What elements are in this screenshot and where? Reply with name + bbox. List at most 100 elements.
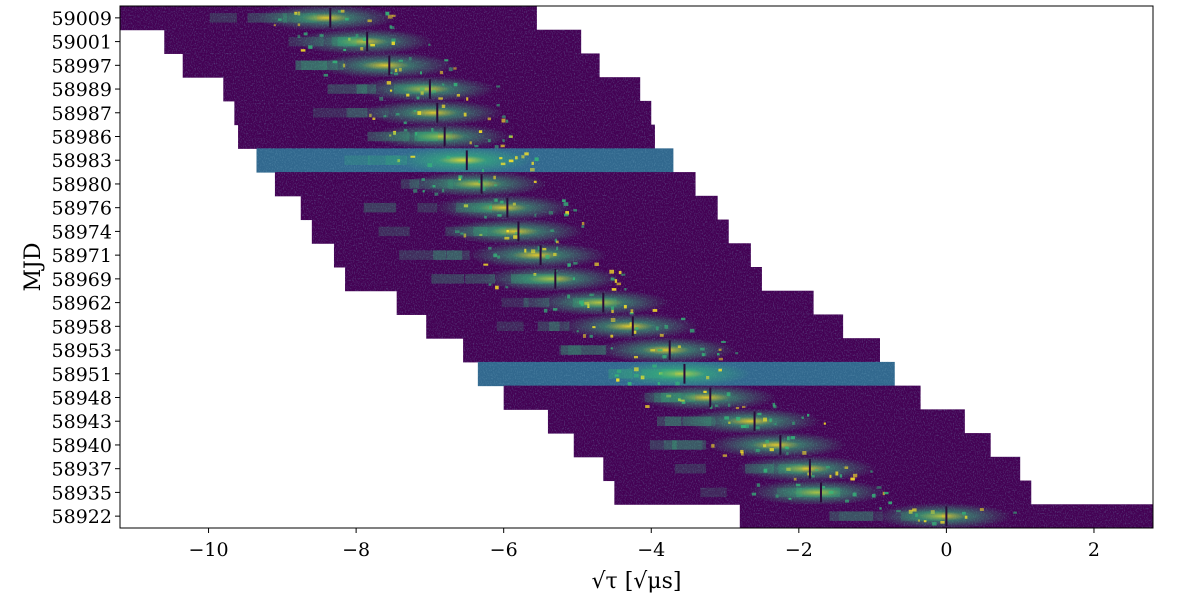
- row-58989-speckle: [389, 89, 393, 92]
- row-58983-speckle: [446, 155, 451, 160]
- row-58971-speckle: [497, 255, 501, 259]
- row-58948-speckle: [645, 405, 650, 408]
- row-58953-feature: [561, 345, 606, 355]
- row-58989-speckle: [419, 87, 425, 91]
- row-58989-speckle: [453, 82, 458, 87]
- row-58922-speckle: [964, 515, 968, 519]
- row-59001-arc-glow: [293, 28, 434, 55]
- row-58943-speckle: [724, 416, 730, 420]
- row-58976-feature: [455, 202, 493, 213]
- row-58937-feature: [674, 463, 706, 474]
- row-59009-speckle: [297, 11, 301, 16]
- row-58980-speckle: [432, 185, 436, 188]
- row-58940-speckle: [711, 444, 715, 448]
- row-58976-speckle: [563, 213, 569, 217]
- row-58983-speckle: [410, 155, 416, 158]
- row-58974-speckle: [556, 240, 559, 244]
- y-tick-label: 59009: [52, 8, 112, 30]
- row-58951-speckle: [616, 369, 622, 373]
- row-58986-speckle: [508, 134, 512, 139]
- row-58953-speckle: [662, 355, 667, 359]
- row-59001-speckle: [300, 49, 306, 52]
- row-58937-speckle: [763, 468, 768, 473]
- row-58974-feature: [473, 226, 507, 237]
- row-58922-speckle: [930, 510, 935, 514]
- y-tick-label: 58940: [52, 435, 112, 457]
- row-58987-speckle: [413, 109, 417, 112]
- row-58922-arc-glow: [872, 503, 1013, 528]
- row-58953-arc-glow: [595, 336, 736, 364]
- row-58935-feature: [777, 487, 802, 498]
- row-58935-speckle: [888, 501, 893, 505]
- row-58958-arc-glow: [558, 313, 699, 340]
- row-59009-feature: [247, 13, 287, 23]
- row-59009-speckle: [389, 25, 392, 29]
- row-58951-feature: [641, 369, 675, 379]
- row-58937-speckle: [826, 465, 830, 469]
- row-58969-speckle: [488, 283, 492, 286]
- row-58922-speckle: [879, 507, 882, 510]
- y-tick-label: 59001: [52, 32, 112, 54]
- row-59009-feature: [282, 13, 318, 23]
- row-58922-feature: [829, 511, 874, 521]
- row-58958-speckle: [689, 328, 695, 333]
- row-59009-speckle: [392, 14, 396, 17]
- row-58962-speckle: [579, 300, 584, 305]
- row-58974-speckle: [550, 229, 555, 233]
- row-58937-speckle: [870, 470, 873, 473]
- row-58940-speckle: [722, 454, 728, 458]
- row-58983-speckle: [514, 156, 518, 160]
- row-58989-feature: [393, 84, 434, 94]
- row-58948-speckle: [703, 390, 707, 393]
- row-58922-speckle: [908, 509, 913, 514]
- row-58969-feature: [465, 274, 496, 284]
- row-58969-speckle: [609, 269, 615, 274]
- row-58969-speckle: [610, 277, 615, 281]
- row-58940-arc-glow: [706, 431, 847, 459]
- row-58943-speckle: [757, 412, 762, 416]
- row-59009-speckle: [273, 24, 276, 27]
- row-59009-speckle: [390, 26, 395, 30]
- row-58962-speckle: [630, 309, 634, 314]
- plot-content: [120, 6, 1153, 528]
- row-58940-speckle: [769, 448, 774, 452]
- row-58974-speckle: [504, 236, 510, 240]
- y-tick-label: 58935: [52, 482, 112, 504]
- row-58951-speckle: [675, 381, 680, 386]
- row-58986-speckle: [474, 145, 479, 148]
- row-58937-speckle: [811, 474, 815, 478]
- row-58997-speckle: [453, 67, 457, 70]
- y-tick-label: 58989: [52, 79, 112, 101]
- row-58983-speckle: [524, 152, 529, 156]
- row-58976-speckle: [500, 200, 504, 204]
- row-58969-feature: [511, 274, 559, 284]
- row-58976-speckle: [573, 209, 577, 212]
- row-58953-speckle: [650, 349, 655, 352]
- row-58986-speckle: [487, 139, 491, 143]
- row-58943-arc-glow: [680, 408, 821, 435]
- row-59001-speckle: [370, 43, 375, 47]
- row-58971-arc-glow: [466, 242, 607, 269]
- row-58987-speckle: [502, 115, 506, 118]
- row-58983-feature: [367, 155, 401, 165]
- row-58997-speckle: [439, 70, 444, 75]
- row-58983-speckle: [534, 157, 539, 162]
- row-58969-speckle: [495, 285, 499, 290]
- row-58951-speckle: [634, 367, 639, 372]
- row-58986-speckle: [431, 127, 434, 132]
- row-58953-feature: [568, 345, 607, 355]
- row-58940-speckle: [765, 439, 769, 444]
- row-58935-speckle: [852, 492, 857, 497]
- row-58948-speckle: [714, 404, 719, 407]
- row-58971-speckle: [531, 249, 536, 254]
- row-58943-speckle: [806, 413, 810, 417]
- row-58951-arc-glow: [610, 360, 751, 387]
- row-58951-speckle: [706, 375, 710, 380]
- row-58958-feature: [537, 321, 560, 332]
- row-58953-speckle: [718, 348, 722, 351]
- x-tick-label: −10: [188, 539, 228, 561]
- x-axis: −10 −8 −6 −4 −2 0 2: [188, 528, 1100, 561]
- row-58983-speckle: [500, 162, 506, 166]
- row-58986-feature: [417, 131, 453, 142]
- row-58937-speckle: [829, 474, 832, 478]
